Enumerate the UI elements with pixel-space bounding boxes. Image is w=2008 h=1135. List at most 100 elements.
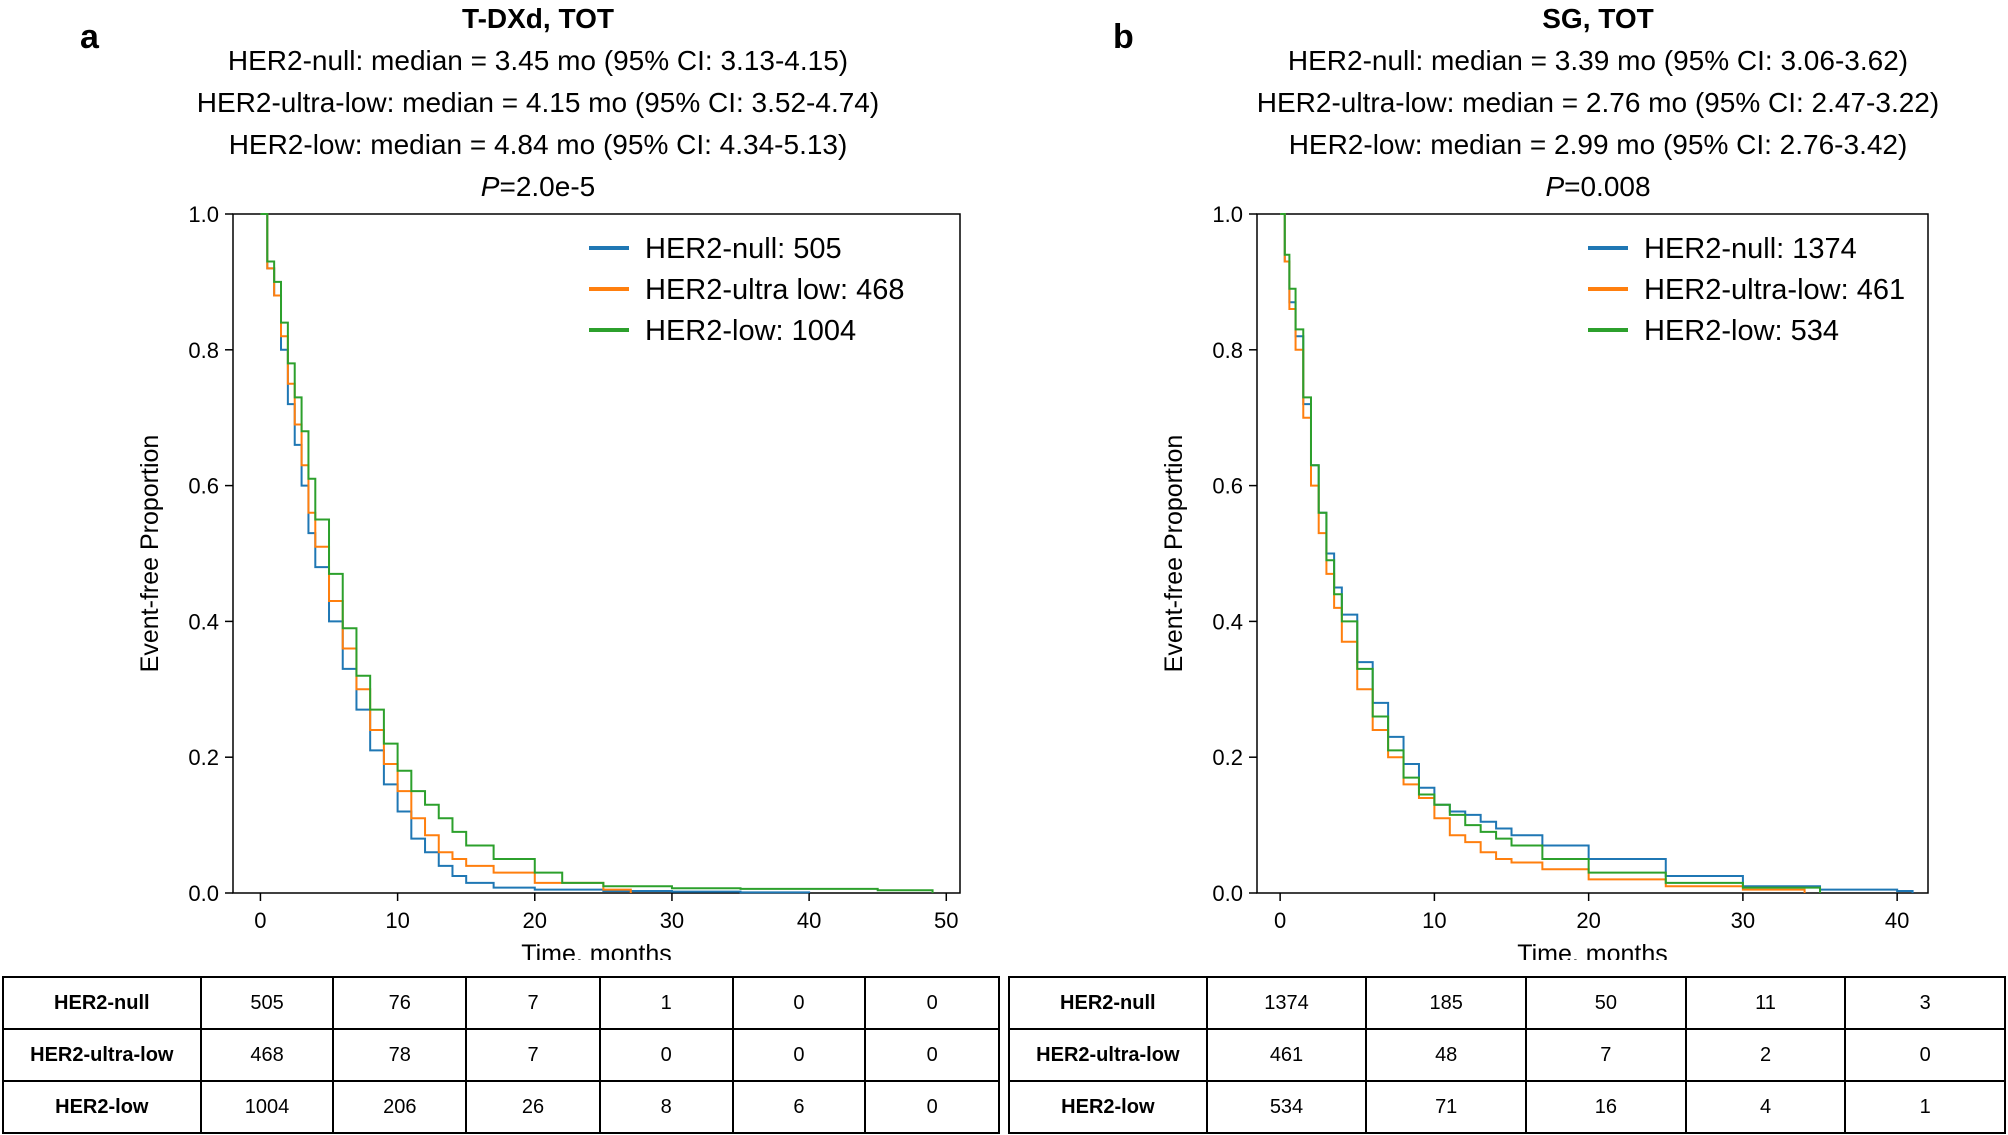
- risk-cell: 0: [731, 976, 867, 1030]
- panel-b-stat-low: HER2-low: median = 2.99 mo (95% CI: 2.76…: [1288, 129, 1908, 160]
- risk-cell: 71: [1365, 1080, 1528, 1134]
- risk-row-label: HER2-low: [1008, 1080, 1208, 1134]
- panel-a-p-value: P=2.0e-5: [158, 166, 918, 208]
- y-tick-label: 0.6: [188, 474, 219, 499]
- risk-cell: 78: [332, 1028, 468, 1082]
- risk-row-label: HER2-ultra-low: [2, 1028, 202, 1082]
- risk-cell: 0: [731, 1028, 867, 1082]
- risk-cell: 1004: [199, 1080, 335, 1134]
- panel-b-p-value: P=0.008: [1218, 166, 1978, 208]
- p-number: =2.0e-5: [499, 171, 596, 202]
- x-tick-label: 0: [1274, 908, 1286, 933]
- risk-row: HER2-null 505 76 7 1 0 0: [2, 976, 1000, 1030]
- y-axis-label: Event-free Proportion: [136, 435, 164, 673]
- risk-cell: 2: [1684, 1028, 1847, 1082]
- y-tick-label: 1.0: [1212, 202, 1243, 227]
- y-tick-label: 0.8: [188, 338, 219, 363]
- risk-row: HER2-null 1374 185 50 11 3: [1008, 976, 2006, 1030]
- legend-label: HER2-ultra low: 468: [645, 274, 905, 306]
- y-tick-label: 0.0: [188, 881, 219, 906]
- p-label: P: [480, 171, 500, 202]
- y-tick-label: 0.4: [1212, 609, 1243, 634]
- x-tick-label: 40: [1885, 908, 1909, 933]
- risk-cell: 48: [1365, 1028, 1528, 1082]
- panel-b-stat-null: HER2-null: median = 3.39 mo (95% CI: 3.0…: [1287, 45, 1909, 76]
- km-plots: 0.0 0.2 0.4 0.6 0.8 1.0 0 10 20 30 40 50 Time, month…: [136, 202, 1929, 960]
- legend-label: HER2-low: 534: [1644, 315, 1839, 347]
- panel-b-letter: b: [1113, 18, 1134, 56]
- risk-cell: 0: [864, 976, 1000, 1030]
- risk-cell: 505: [199, 976, 335, 1030]
- panel-b-stat-ultra-low: HER2-ultra-low: median = 2.76 mo (95% CI…: [1256, 87, 1940, 118]
- y-tick-label: 0.8: [1212, 338, 1243, 363]
- risk-cell: 1: [598, 976, 734, 1030]
- y-tick-label: 1.0: [188, 202, 219, 227]
- y-axis-label: Event-free Proportion: [1160, 435, 1188, 673]
- risk-cell: 26: [465, 1080, 601, 1134]
- legend-label: HER2-null: 1374: [1644, 233, 1857, 265]
- risk-cell: 7: [465, 1028, 601, 1082]
- p-number: =0.008: [1564, 171, 1651, 202]
- risk-cell: 534: [1205, 1080, 1368, 1134]
- x-tick-label: 10: [385, 908, 409, 933]
- legend-label: HER2-ultra-low: 461: [1644, 274, 1905, 306]
- risk-cell: 6: [731, 1080, 867, 1134]
- risk-cell: 468: [199, 1028, 335, 1082]
- panel-b-header: SG, TOT HER2-null: median = 3.39 mo (95%…: [1218, 0, 1978, 208]
- risk-cell: 7: [465, 976, 601, 1030]
- x-tick-label: 50: [934, 908, 958, 933]
- risk-row: HER2-low 534 71 16 4 1: [1008, 1080, 2006, 1134]
- risk-cell: 206: [332, 1080, 468, 1134]
- x-tick-label: 20: [1576, 908, 1600, 933]
- risk-cell: 7: [1525, 1028, 1687, 1082]
- series-line: [260, 213, 934, 893]
- legend-label: HER2-low: 1004: [645, 315, 856, 347]
- y-tick-label: 0.0: [1212, 881, 1243, 906]
- legend-label: HER2-null: 505: [645, 233, 842, 265]
- y-tick-label: 0.2: [1212, 745, 1243, 770]
- y-tick-label: 0.6: [1212, 474, 1243, 499]
- x-tick-label: 30: [1731, 908, 1755, 933]
- risk-cell: 4: [1684, 1080, 1847, 1134]
- plot-frame: [232, 213, 961, 894]
- risk-cell: 0: [598, 1028, 734, 1082]
- risk-cell: 50: [1525, 976, 1687, 1030]
- panel-b-title: SG, TOT: [1542, 3, 1654, 34]
- risk-row-label: HER2-null: [2, 976, 202, 1030]
- x-axis-label: Time, months: [1517, 940, 1668, 960]
- x-tick-label: 40: [797, 908, 821, 933]
- plot-frame: [1256, 213, 1929, 894]
- panel-a-stat-null: HER2-null: median = 3.45 mo (95% CI: 3.1…: [227, 45, 849, 76]
- risk-cell: 1: [1844, 1080, 2006, 1134]
- risk-cell: 0: [864, 1028, 1000, 1082]
- risk-cell: 8: [598, 1080, 734, 1134]
- risk-cell: 0: [864, 1080, 1000, 1134]
- risk-cell: 1374: [1205, 976, 1368, 1030]
- risk-cell: 16: [1525, 1080, 1687, 1134]
- panel-a-stat-ultra-low: HER2-ultra-low: median = 4.15 mo (95% CI…: [196, 87, 880, 118]
- series-line: [1280, 213, 1822, 893]
- y-tick-label: 0.2: [188, 745, 219, 770]
- panel-a-stat-low: HER2-low: median = 4.84 mo (95% CI: 4.34…: [228, 129, 848, 160]
- x-axis-label: Time, months: [521, 940, 672, 960]
- risk-table-a: HER2-null 505 76 7 1 0 0 HER2-ultra-low 468 78 7 0 0…: [2, 976, 1000, 1134]
- risk-row-label: HER2-null: [1008, 976, 1208, 1030]
- risk-cell: 3: [1844, 976, 2006, 1030]
- risk-cell: 11: [1684, 976, 1847, 1030]
- y-tick-label: 0.4: [188, 609, 219, 634]
- risk-cell: 461: [1205, 1028, 1368, 1082]
- risk-row: HER2-low 1004 206 26 8 6 0: [2, 1080, 1000, 1134]
- risk-row-label: HER2-low: [2, 1080, 202, 1134]
- x-tick-label: 10: [1422, 908, 1446, 933]
- risk-row: HER2-ultra-low 468 78 7 0 0 0: [2, 1028, 1000, 1082]
- x-tick-label: 30: [660, 908, 684, 933]
- risk-cell: 76: [332, 976, 468, 1030]
- x-tick-label: 0: [254, 908, 266, 933]
- risk-row: HER2-ultra-low 461 48 7 2 0: [1008, 1028, 2006, 1082]
- risk-table-b: HER2-null 1374 185 50 11 3 HER2-ultra-low 461 48…: [1008, 976, 2006, 1134]
- panel-a-header: T-DXd, TOT HER2-null: median = 3.45 mo (…: [158, 0, 918, 208]
- risk-cell: 185: [1365, 976, 1528, 1030]
- panel-a-title: T-DXd, TOT: [462, 3, 614, 34]
- panel-a-letter: a: [80, 18, 99, 56]
- x-tick-label: 20: [523, 908, 547, 933]
